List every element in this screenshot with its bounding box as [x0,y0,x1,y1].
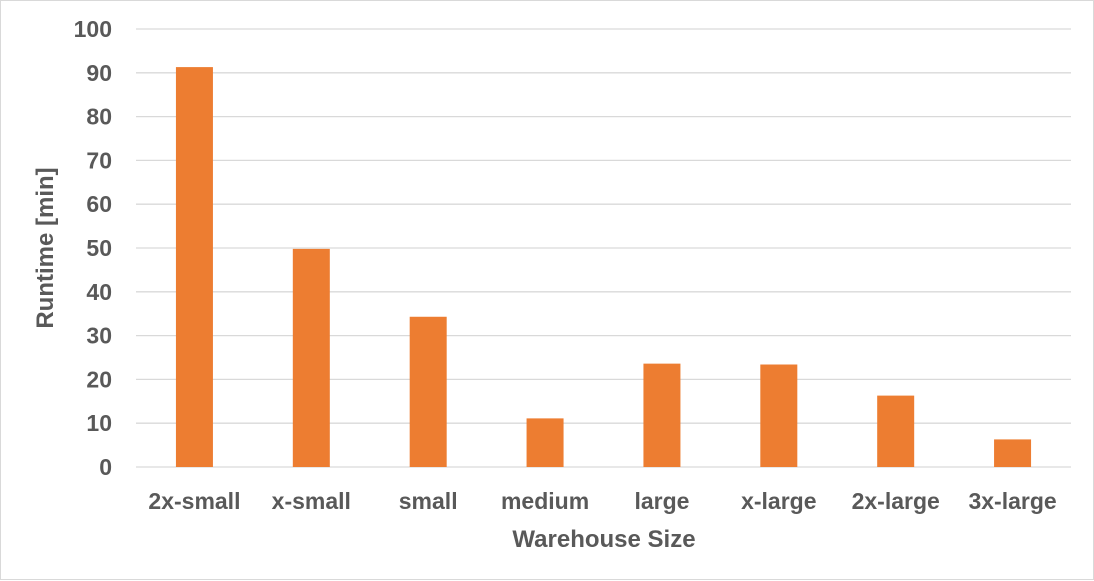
bar-2x-large [877,395,915,467]
bars [175,67,1032,467]
y-tick-label: 40 [86,279,112,305]
bar-x-large [760,364,798,467]
bar-large [643,363,681,467]
x-axis-title: Warehouse Size [512,526,695,553]
y-tick-label: 60 [86,191,112,217]
bar-3x-large [994,439,1032,467]
x-tick-label: 3x-large [968,488,1056,514]
x-tick-label: x-large [741,488,816,514]
bar-small [409,316,447,467]
x-tick-label: 2x-small [148,488,240,514]
x-axis-tick-labels: 2x-small x-small small medium large x-large 2x… [148,488,1056,514]
x-tick-label: medium [501,488,589,514]
y-tick-label: 10 [86,410,112,436]
y-tick-label: 100 [74,16,112,42]
y-tick-label: 30 [86,323,112,349]
y-tick-label: 20 [86,366,112,392]
y-tick-label: 0 [99,454,112,480]
x-tick-label: 2x-large [852,488,940,514]
y-tick-label: 50 [86,235,112,261]
bar-2x-small [175,67,213,467]
x-tick-label: small [399,488,458,514]
gridlines [136,28,1071,468]
x-tick-label: x-small [272,488,351,514]
bar-x-small [292,248,330,467]
y-tick-label: 80 [86,104,112,130]
x-tick-label: large [634,488,689,514]
y-axis-tick-labels: 0 10 20 30 40 50 60 70 80 90 100 [74,16,112,480]
y-tick-label: 90 [86,60,112,86]
bar-medium [526,418,564,467]
y-axis-title: Runtime [min] [32,167,59,328]
y-tick-label: 70 [86,147,112,173]
